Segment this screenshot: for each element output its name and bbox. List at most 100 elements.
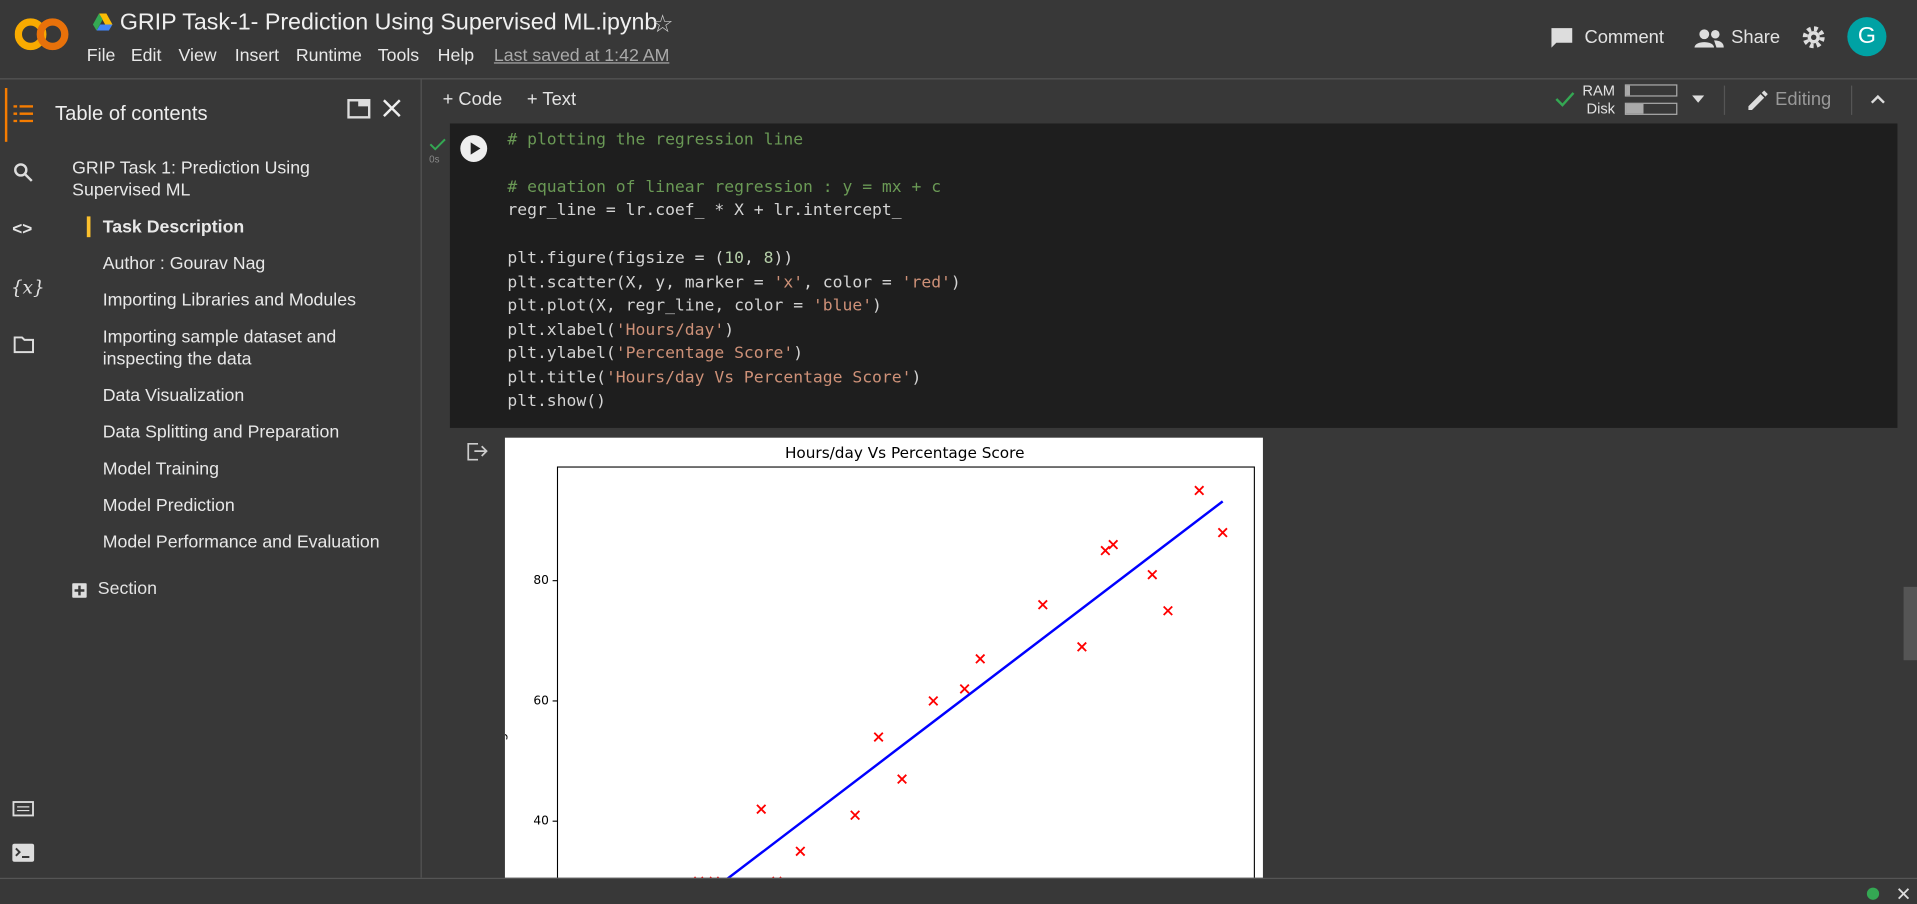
status-close[interactable] (1897, 888, 1910, 900)
y-tick-label: 80 (533, 573, 549, 587)
share-icon (1694, 29, 1724, 48)
avatar[interactable]: G (1847, 17, 1887, 57)
edit-icon (1748, 90, 1768, 111)
add-code[interactable]: + Code (442, 89, 503, 111)
divider (1850, 85, 1853, 115)
variables-icon[interactable]: {x} (11, 276, 45, 299)
menu-item[interactable]: File (86, 46, 116, 67)
code-line: plt.figure(figsize = (10, 8)) (507, 249, 794, 269)
code-line: plt.ylabel('Percentage Score') (507, 344, 804, 364)
toc-item[interactable]: Author : Gourav Nag (102, 254, 266, 274)
toc-item[interactable]: Data Splitting and Preparation (102, 423, 340, 443)
chart-title: Hours/day Vs Percentage Score (785, 444, 1025, 462)
output-figure: Hours/day Vs Percentage Score Percentage… (504, 437, 1263, 878)
status-bar (0, 877, 1917, 904)
menu-item[interactable]: Runtime (295, 46, 362, 67)
comment-button[interactable]: Comment (1584, 26, 1664, 48)
toc-item[interactable]: Importing Libraries and Modules (102, 290, 356, 311)
toc-item[interactable]: Model Prediction (102, 496, 235, 516)
scatter-point (1217, 527, 1228, 538)
scatter-point (1108, 539, 1119, 550)
regression-line (726, 500, 1224, 878)
y-tick-label: 60 (533, 693, 549, 707)
toc-item[interactable]: Data Visualization (102, 386, 245, 406)
menu-item[interactable]: Help (437, 46, 475, 67)
ram-meter (1624, 84, 1678, 97)
sidebar-border (420, 79, 422, 878)
toc-icon[interactable] (13, 105, 34, 123)
toc-item[interactable]: Task Description (102, 217, 245, 238)
run-button[interactable] (460, 134, 488, 162)
scatter-point (928, 696, 939, 706)
scatter-point (1100, 545, 1111, 556)
active-indicator (4, 88, 8, 142)
code-snippets-icon[interactable]: <> (12, 218, 33, 239)
close-sidebar[interactable] (383, 99, 401, 118)
code-line: plt.xlabel('Hours/day') (507, 321, 735, 340)
plot-area (556, 466, 1255, 878)
menu-item[interactable]: Tools (377, 46, 420, 67)
add-section-icon[interactable] (72, 583, 87, 598)
last-saved[interactable]: Last saved at 1:42 AM (493, 46, 670, 67)
code-line: regr_line = lr.coef_ * X + lr.intercept_ (507, 202, 902, 221)
scatter-point (1163, 605, 1173, 616)
editing-mode[interactable]: Editing (1775, 89, 1832, 111)
code-line: plt.plot(X, regr_line, color = 'blue') (507, 297, 882, 316)
resources-dropdown[interactable] (1692, 95, 1705, 103)
scatter-point (897, 774, 907, 785)
menu-item[interactable]: Edit (130, 46, 162, 67)
command-palette-icon[interactable] (12, 801, 34, 817)
output-icon[interactable] (467, 442, 488, 461)
code-line: plt.title('Hours/day Vs Percentage Score… (507, 368, 922, 387)
add-text[interactable]: + Text (526, 89, 577, 111)
code-line: plt.scatter(X, y, marker = 'x', color = … (507, 273, 961, 292)
settings-icon[interactable] (1802, 26, 1825, 49)
toc-item[interactable]: Model Training (102, 459, 219, 480)
share-button[interactable]: Share (1731, 26, 1781, 48)
code-line: # equation of linear regression : y = mx… (507, 178, 942, 197)
disk-label: Disk (1586, 100, 1616, 118)
y-axis-label: Percentage Score (505, 685, 509, 797)
scatter-point (795, 846, 806, 857)
scatter-point (959, 683, 970, 694)
scatter-point (1076, 641, 1087, 652)
add-section[interactable]: Section (97, 579, 157, 600)
scatter-point (1037, 599, 1048, 610)
search-icon[interactable] (13, 163, 33, 183)
menu-item[interactable]: Insert (234, 46, 280, 67)
terminal-icon[interactable] (12, 843, 35, 862)
disk-meter (1624, 102, 1678, 115)
scatter-point (756, 804, 767, 815)
drive-icon (92, 13, 113, 31)
code-line: plt.show() (507, 392, 606, 411)
notebook-title[interactable]: GRIP Task-1- Prediction Using Supervised… (119, 9, 658, 36)
connected-check (1555, 92, 1575, 107)
run-duration: 0s (429, 154, 440, 166)
y-tick-label: 40 (533, 814, 549, 828)
scatter-point (1147, 569, 1158, 580)
scrollbar-thumb[interactable] (1903, 586, 1917, 661)
scatter-point (873, 732, 884, 742)
run-status (429, 138, 446, 151)
scatter-point (850, 810, 861, 821)
divider (0, 78, 1917, 80)
scatter-point (975, 653, 986, 664)
files-icon[interactable] (13, 336, 34, 354)
status-indicator (1866, 887, 1880, 900)
ram-label: RAM (1582, 81, 1616, 100)
toc-title: Table of contents (55, 102, 208, 125)
toc-heading[interactable]: GRIP Task 1: Prediction Using Supervised… (72, 158, 310, 201)
divider (1723, 85, 1726, 115)
open-in-tab[interactable] (347, 99, 371, 119)
current-indicator (86, 216, 91, 238)
code-cell[interactable]: # plotting the regression line # equation… (449, 123, 1898, 428)
toc-item[interactable]: Importing sample dataset and inspecting … (102, 327, 337, 370)
menu-item[interactable]: View (178, 46, 217, 67)
toc-item[interactable]: Model Performance and Evaluation (102, 533, 380, 553)
star[interactable]: ☆ (651, 11, 674, 38)
scatter-point (1194, 485, 1205, 496)
collapse-header[interactable] (1870, 94, 1886, 104)
comment-icon (1551, 28, 1573, 48)
